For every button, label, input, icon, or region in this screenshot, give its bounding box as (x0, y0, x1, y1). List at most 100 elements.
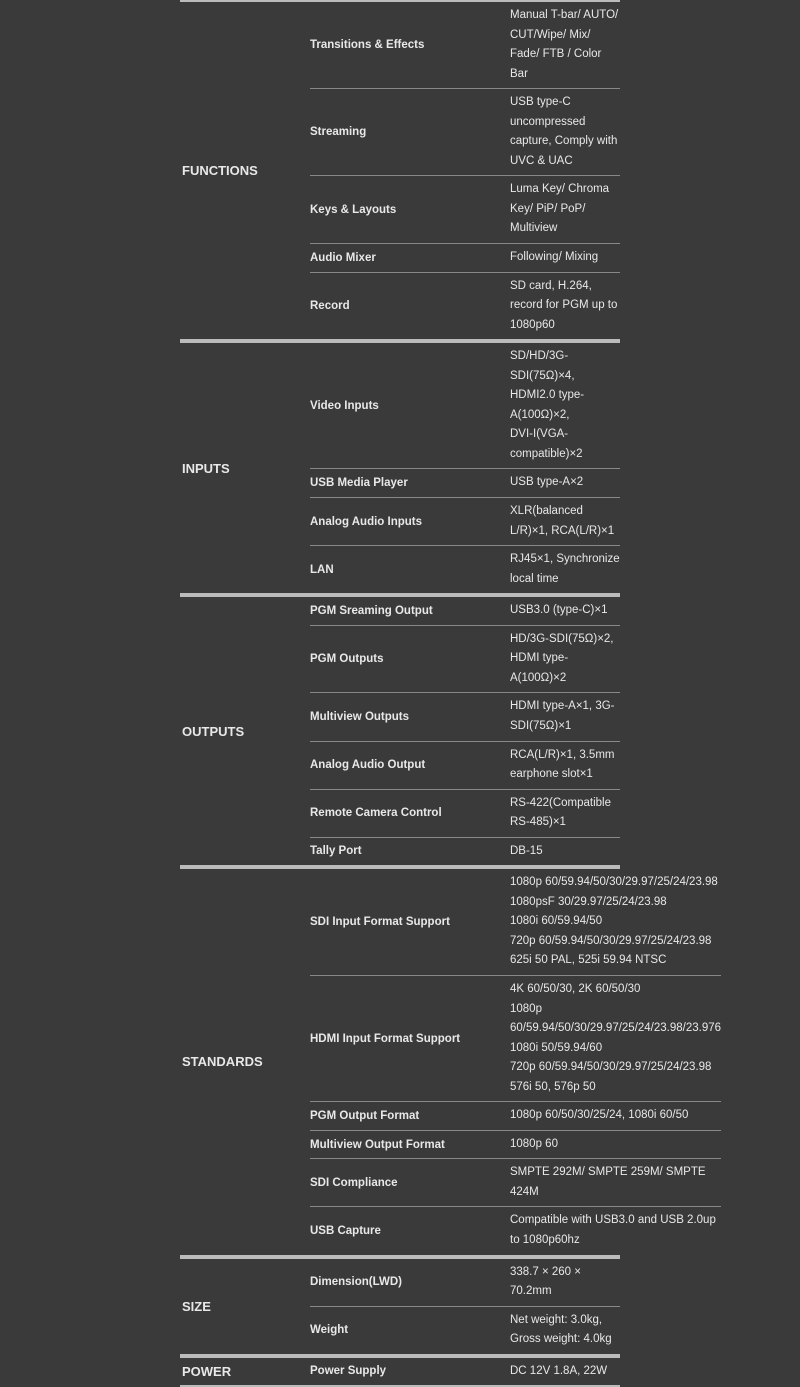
value-line: USB3.0 (type-C)×1 (510, 601, 620, 621)
label-cell: Dimension(LWD) (310, 1259, 510, 1306)
value-line: USB type-A×2 (510, 473, 620, 493)
label-cell: USB Media Player (310, 469, 510, 497)
label-cell: Video Inputs (310, 343, 510, 468)
pairs-group: Dimension(LWD)338.7 × 260 × 70.2mmWeight… (310, 1259, 620, 1354)
value-line: 4K 60/50/30, 2K 60/50/30 (510, 980, 721, 1000)
value-line: 720p 60/59.94/50/30/29.97/25/24/23.98 (510, 932, 721, 952)
value-cell: Following/ Mixing (510, 244, 620, 272)
value-line: SD card, H.264, record for PGM up to 108… (510, 277, 620, 336)
value-line: HD/3G-SDI(75Ω)×2, HDMI type-A(100Ω)×2 (510, 630, 620, 689)
category-cell: POWER (180, 1358, 310, 1386)
value-cell: RS-422(Compatible RS-485)×1 (510, 790, 620, 837)
value-line: 1080i 60/59.94/50 (510, 912, 721, 932)
category-cell: SIZE (180, 1259, 310, 1354)
value-cell: RCA(L/R)×1, 3.5mm earphone slot×1 (510, 742, 620, 789)
spec-row: RecordSD card, H.264, record for PGM up … (310, 273, 620, 340)
value-line: 625i 50 PAL, 525i 59.94 NTSC (510, 951, 721, 971)
value-cell: 338.7 × 260 × 70.2mm (510, 1259, 620, 1306)
label-cell: Power Supply (310, 1358, 510, 1386)
category-cell: STANDARDS (180, 869, 310, 1254)
value-line: 720p 60/59.94/50/30/29.97/25/24/23.98 (510, 1058, 721, 1078)
value-cell: HDMI type-A×1, 3G-SDI(75Ω)×1 (510, 693, 620, 740)
value-cell: Compatible with USB3.0 and USB 2.0up to … (510, 1207, 721, 1254)
value-line: 576i 50, 576p 50 (510, 1078, 721, 1098)
label-cell: PGM Output Format (310, 1102, 510, 1130)
category-cell: INPUTS (180, 343, 310, 593)
value-line: 1080i 50/59.94/60 (510, 1039, 721, 1059)
value-line: Compatible with USB3.0 and USB 2.0up to … (510, 1211, 721, 1250)
spec-row: SDI Input Format Support1080p 60/59.94/5… (310, 869, 721, 976)
label-cell: USB Capture (310, 1207, 510, 1254)
value-line: 1080psF 30/29.97/25/24/23.98 (510, 893, 721, 913)
value-cell: USB type-A×2 (510, 469, 620, 497)
value-cell: RJ45×1, Synchronize local time (510, 546, 620, 593)
value-line: USB type-C uncompressed capture, Comply … (510, 93, 620, 171)
value-line: RJ45×1, Synchronize local time (510, 550, 620, 589)
value-line: RCA(L/R)×1, 3.5mm earphone slot×1 (510, 746, 620, 785)
value-line: Manual T-bar/ AUTO/ CUT/Wipe/ Mix/ Fade/… (510, 6, 620, 84)
pairs-group: Transitions & EffectsManual T-bar/ AUTO/… (310, 2, 620, 339)
value-cell: SMPTE 292M/ SMPTE 259M/ SMPTE 424M (510, 1159, 721, 1206)
pairs-group: SDI Input Format Support1080p 60/59.94/5… (310, 869, 721, 1254)
value-line: Net weight: 3.0kg, Gross weight: 4.0kg (510, 1311, 620, 1350)
spec-row: PGM OutputsHD/3G-SDI(75Ω)×2, HDMI type-A… (310, 626, 620, 694)
spec-row: Analog Audio InputsXLR(balanced L/R)×1, … (310, 498, 620, 546)
value-cell: Manual T-bar/ AUTO/ CUT/Wipe/ Mix/ Fade/… (510, 2, 620, 88)
spec-row: Transitions & EffectsManual T-bar/ AUTO/… (310, 2, 620, 89)
spec-row: Dimension(LWD)338.7 × 260 × 70.2mm (310, 1259, 620, 1307)
value-line: Luma Key/ Chroma Key/ PiP/ PoP/ Multivie… (510, 180, 620, 239)
value-line: SMPTE 292M/ SMPTE 259M/ SMPTE 424M (510, 1163, 721, 1202)
spec-row: PGM Output Format1080p 60/50/30/25/24, 1… (310, 1102, 721, 1131)
category-cell: FUNCTIONS (180, 2, 310, 339)
section-row: INPUTSVideo InputsSD/HD/3G-SDI(75Ω)×4, H… (180, 341, 620, 595)
value-line: RS-422(Compatible RS-485)×1 (510, 794, 620, 833)
value-cell: SD card, H.264, record for PGM up to 108… (510, 273, 620, 340)
label-cell: LAN (310, 546, 510, 593)
label-cell: Record (310, 273, 510, 340)
value-cell: USB type-C uncompressed capture, Comply … (510, 89, 620, 175)
value-cell: USB3.0 (type-C)×1 (510, 597, 620, 625)
value-line: HDMI type-A×1, 3G-SDI(75Ω)×1 (510, 697, 620, 736)
value-cell: DC 12V 1.8A, 22W (510, 1358, 620, 1386)
spec-row: Multiview Output Format1080p 60 (310, 1131, 721, 1160)
section-row: STANDARDSSDI Input Format Support1080p 6… (180, 867, 620, 1256)
value-cell: Net weight: 3.0kg, Gross weight: 4.0kg (510, 1307, 620, 1354)
spec-row: Audio MixerFollowing/ Mixing (310, 244, 620, 273)
label-cell: Weight (310, 1307, 510, 1354)
spec-table: FUNCTIONSTransitions & EffectsManual T-b… (0, 0, 800, 1387)
spec-row: Remote Camera ControlRS-422(Compatible R… (310, 790, 620, 838)
value-line: 1080p 60/59.94/50/30/29.97/25/24/23.98 (510, 873, 721, 893)
label-cell: Transitions & Effects (310, 2, 510, 88)
value-cell: DB-15 (510, 838, 620, 866)
label-cell: Keys & Layouts (310, 176, 510, 243)
value-line: Following/ Mixing (510, 248, 620, 268)
value-cell: 4K 60/50/30, 2K 60/50/301080p 60/59.94/5… (510, 976, 721, 1101)
category-cell: OUTPUTS (180, 597, 310, 865)
label-cell: SDI Input Format Support (310, 869, 510, 975)
label-cell: Analog Audio Output (310, 742, 510, 789)
pairs-group: Video InputsSD/HD/3G-SDI(75Ω)×4, HDMI2.0… (310, 343, 620, 593)
label-cell: Multiview Outputs (310, 693, 510, 740)
label-cell: Audio Mixer (310, 244, 510, 272)
label-cell: Multiview Output Format (310, 1131, 510, 1159)
spec-row: Power SupplyDC 12V 1.8A, 22W (310, 1358, 620, 1386)
value-line: 1080p 60 (510, 1135, 721, 1155)
spec-row: USB Media PlayerUSB type-A×2 (310, 469, 620, 498)
label-cell: HDMI Input Format Support (310, 976, 510, 1101)
value-line: 1080p 60/50/30/25/24, 1080i 60/50 (510, 1106, 721, 1126)
value-line: DC 12V 1.8A, 22W (510, 1362, 620, 1382)
label-cell: Remote Camera Control (310, 790, 510, 837)
spec-row: HDMI Input Format Support4K 60/50/30, 2K… (310, 976, 721, 1102)
value-cell: SD/HD/3G-SDI(75Ω)×4, HDMI2.0 type-A(100Ω… (510, 343, 620, 468)
label-cell: PGM Sreaming Output (310, 597, 510, 625)
section-row: SIZEDimension(LWD)338.7 × 260 × 70.2mmWe… (180, 1257, 620, 1356)
label-cell: Analog Audio Inputs (310, 498, 510, 545)
spec-row: SDI ComplianceSMPTE 292M/ SMPTE 259M/ SM… (310, 1159, 721, 1207)
value-cell: 1080p 60/59.94/50/30/29.97/25/24/23.9810… (510, 869, 721, 975)
value-cell: 1080p 60/50/30/25/24, 1080i 60/50 (510, 1102, 721, 1130)
label-cell: Streaming (310, 89, 510, 175)
value-cell: XLR(balanced L/R)×1, RCA(L/R)×1 (510, 498, 620, 545)
spec-row: Multiview OutputsHDMI type-A×1, 3G-SDI(7… (310, 693, 620, 741)
spec-row: LANRJ45×1, Synchronize local time (310, 546, 620, 593)
value-line: 1080p 60/59.94/50/30/29.97/25/24/23.98/2… (510, 1000, 721, 1039)
